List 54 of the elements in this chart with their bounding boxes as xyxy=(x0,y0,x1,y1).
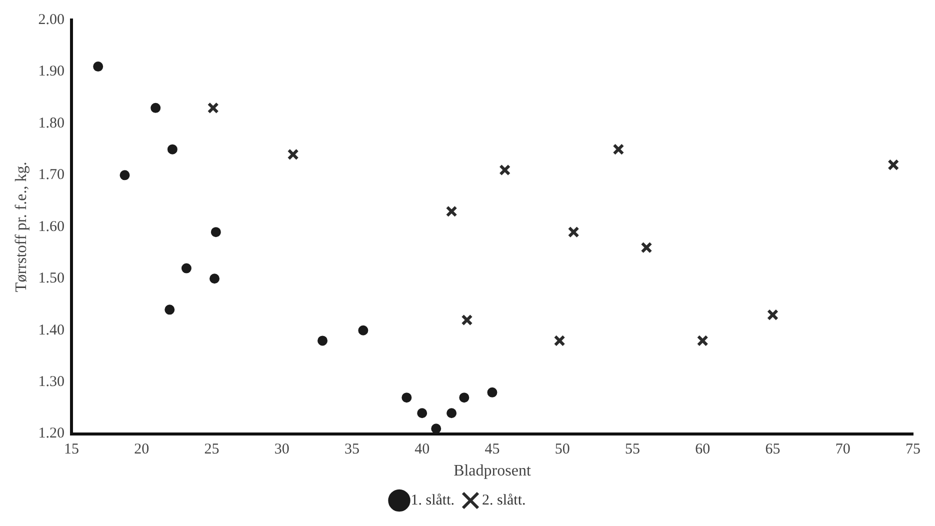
point xyxy=(417,408,428,418)
point xyxy=(210,227,221,238)
y-tick-label: 1.40 xyxy=(38,322,64,338)
point xyxy=(210,274,220,284)
x-tick-label: 35 xyxy=(344,442,360,458)
point xyxy=(499,164,511,176)
y-tick-label: 1.50 xyxy=(38,270,64,287)
x-tick-label: 65 xyxy=(765,442,780,458)
x-tick-label: 55 xyxy=(624,442,640,458)
point xyxy=(696,334,708,346)
point xyxy=(167,144,178,154)
point xyxy=(461,314,473,326)
y-tick-label: 1.90 xyxy=(38,64,64,80)
point xyxy=(446,408,457,418)
x-tick-label: 60 xyxy=(695,442,710,458)
y-tick-label: 1.80 xyxy=(38,115,64,132)
legend-label: 2. slått. xyxy=(482,492,526,508)
point xyxy=(287,148,299,160)
x-tick-label: 75 xyxy=(906,442,920,458)
point xyxy=(93,62,104,72)
x-tick-label: 70 xyxy=(835,442,850,458)
y-axis-title: Tørrstoff pr. f.e., kg. xyxy=(12,162,30,292)
point xyxy=(120,170,130,180)
point xyxy=(612,144,624,156)
x-tick-label: 40 xyxy=(414,442,430,458)
point xyxy=(554,334,566,346)
point xyxy=(640,242,652,254)
x-tick-label: 25 xyxy=(204,442,220,458)
point xyxy=(431,424,442,434)
y-tick-label: 1.60 xyxy=(38,218,64,235)
x-axis-title: Bladprosent xyxy=(454,462,532,480)
point xyxy=(487,387,498,398)
y-tick-label: 2.00 xyxy=(38,12,64,28)
legend-label: 1. slått. xyxy=(410,492,454,508)
x-tick-label: 15 xyxy=(64,442,79,458)
x-tick-label: 30 xyxy=(274,442,290,458)
y-tick-label: 1.70 xyxy=(38,167,64,184)
x-tick-label: 45 xyxy=(484,442,500,458)
point xyxy=(150,102,161,113)
point xyxy=(402,392,412,403)
point xyxy=(181,263,192,274)
point xyxy=(568,226,580,238)
x-tick-label: 20 xyxy=(134,442,150,458)
point xyxy=(446,206,458,218)
point xyxy=(318,336,328,346)
point xyxy=(207,102,219,114)
point xyxy=(459,392,470,403)
point xyxy=(888,159,900,171)
point xyxy=(358,325,368,336)
point xyxy=(767,309,778,321)
point xyxy=(164,304,175,315)
x-tick-label: 50 xyxy=(554,442,570,458)
y-tick-label: 1.30 xyxy=(38,374,64,390)
y-tick-label: 1.20 xyxy=(38,426,64,442)
